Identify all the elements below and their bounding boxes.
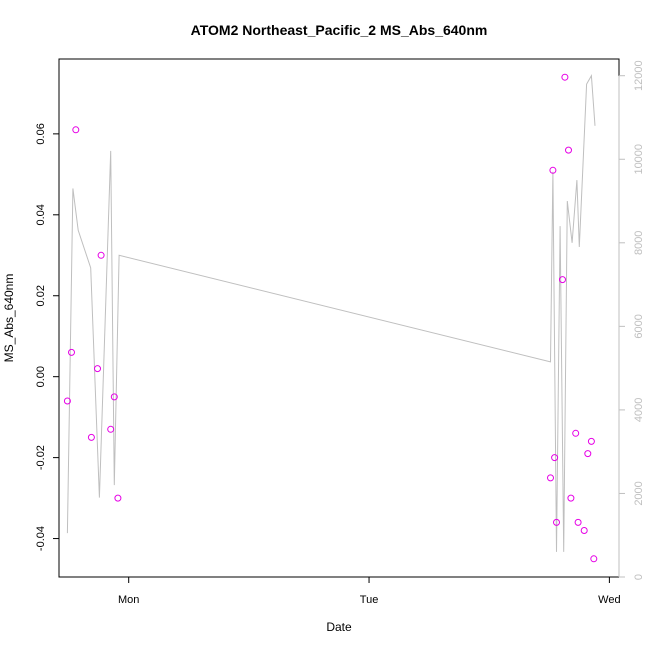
chart-title: ATOM2 Northeast_Pacific_2 MS_Abs_640nm: [191, 22, 488, 38]
y2-tick-label-3: 6000: [633, 314, 645, 338]
data-point-19: [580, 527, 588, 534]
data-point-14: [561, 73, 569, 81]
y2-tick-label-5: 10000: [633, 144, 645, 175]
y-tick-label-3: 0.02: [35, 285, 47, 306]
data-point-8: [114, 494, 122, 502]
data-point-6: [107, 425, 115, 433]
data-point-7: [110, 393, 118, 401]
data-point-4: [94, 365, 101, 373]
y-tick-label-4: 0.04: [35, 204, 47, 225]
x-tick-label-0: Mon: [118, 594, 139, 606]
series-line-1: [66, 74, 596, 552]
data-point-20: [584, 450, 592, 458]
y-tick-label-0: -0.04: [35, 526, 47, 551]
data-point-13: [559, 276, 566, 284]
y2-tick-label-4: 8000: [633, 231, 645, 255]
data-point-21: [587, 437, 595, 445]
y-axis-left: -0.04 -0.02 0.00 0.02 0.04 0.06: [35, 123, 60, 551]
data-point-0: [63, 397, 71, 405]
y-tick-label-5: 0.06: [35, 123, 47, 144]
data-point-15: [565, 146, 572, 154]
data-point-22: [590, 555, 598, 563]
plot-frame: [58, 58, 620, 578]
series-points-layer: [63, 73, 598, 563]
data-point-2: [72, 126, 80, 134]
data-point-18: [574, 518, 582, 526]
y2-tick-label-1: 2000: [633, 481, 645, 505]
y2-tick-label-6: 12000: [633, 60, 645, 91]
series-line-layer: [66, 74, 596, 552]
data-point-12: [553, 518, 560, 526]
data-point-1: [68, 348, 75, 356]
y-axis-right: 0 2000 4000 6000 8000 10000 12000: [618, 60, 645, 580]
y-tick-label-2: 0.00: [35, 366, 47, 387]
data-point-3: [87, 433, 95, 441]
x-tick-label-1: Tue: [360, 594, 379, 606]
x-tick-label-2: Wed: [598, 594, 620, 606]
x-axis: Mon Tue Wed: [118, 576, 621, 606]
data-point-10: [549, 166, 557, 174]
x-axis-label: Date: [326, 620, 352, 634]
data-point-17: [572, 429, 580, 437]
y-tick-label-1: -0.02: [35, 445, 47, 470]
data-point-5: [97, 251, 105, 259]
data-point-16: [567, 494, 575, 502]
data-point-9: [547, 474, 554, 482]
y2-tick-label-2: 4000: [633, 398, 645, 422]
y-axis-label: MS_Abs_640nm: [2, 274, 16, 363]
y2-tick-label-0: 0: [633, 574, 645, 580]
data-point-11: [551, 454, 559, 462]
